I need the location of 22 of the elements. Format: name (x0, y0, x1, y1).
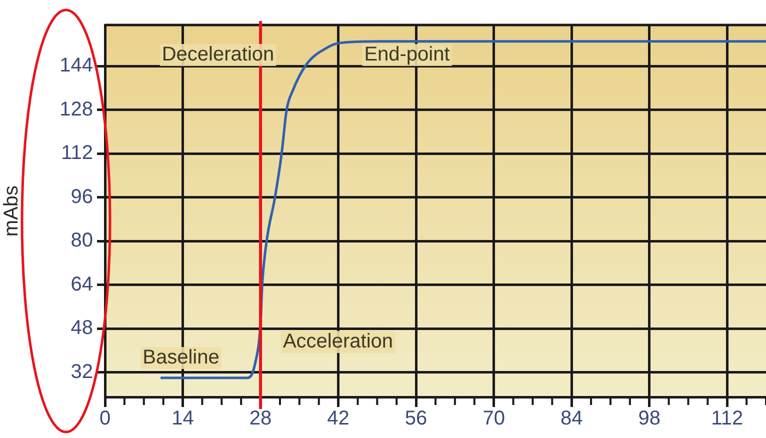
y-tick-label: 32 (70, 360, 93, 383)
y-tick-label: 96 (70, 186, 93, 208)
y-tick-label: 128 (60, 98, 93, 120)
x-tick-label: 112 (711, 408, 744, 430)
y-tick-label: 144 (60, 54, 93, 77)
x-tick-label: 56 (404, 408, 428, 430)
y-tick-label: 112 (61, 142, 93, 164)
y-tick-label: 80 (70, 230, 93, 252)
x-tick-label: 98 (638, 408, 660, 430)
x-tick-label: 42 (327, 408, 350, 430)
x-tick-label: 84 (560, 408, 583, 430)
annotation: Baseline (142, 346, 220, 369)
annotation: Deceleration (162, 44, 274, 66)
x-tick-label: 28 (249, 408, 272, 430)
x-tick-label: 0 (99, 408, 111, 430)
y-tick-label: 48 (70, 317, 93, 340)
y-tick-label: 64 (70, 273, 93, 296)
annotation: Acceleration (282, 330, 394, 353)
x-tick-label: 70 (482, 408, 505, 430)
y-axis-title: mAbs (0, 185, 23, 237)
annotation: End-point (364, 44, 450, 66)
x-tick-label: 14 (172, 408, 194, 430)
